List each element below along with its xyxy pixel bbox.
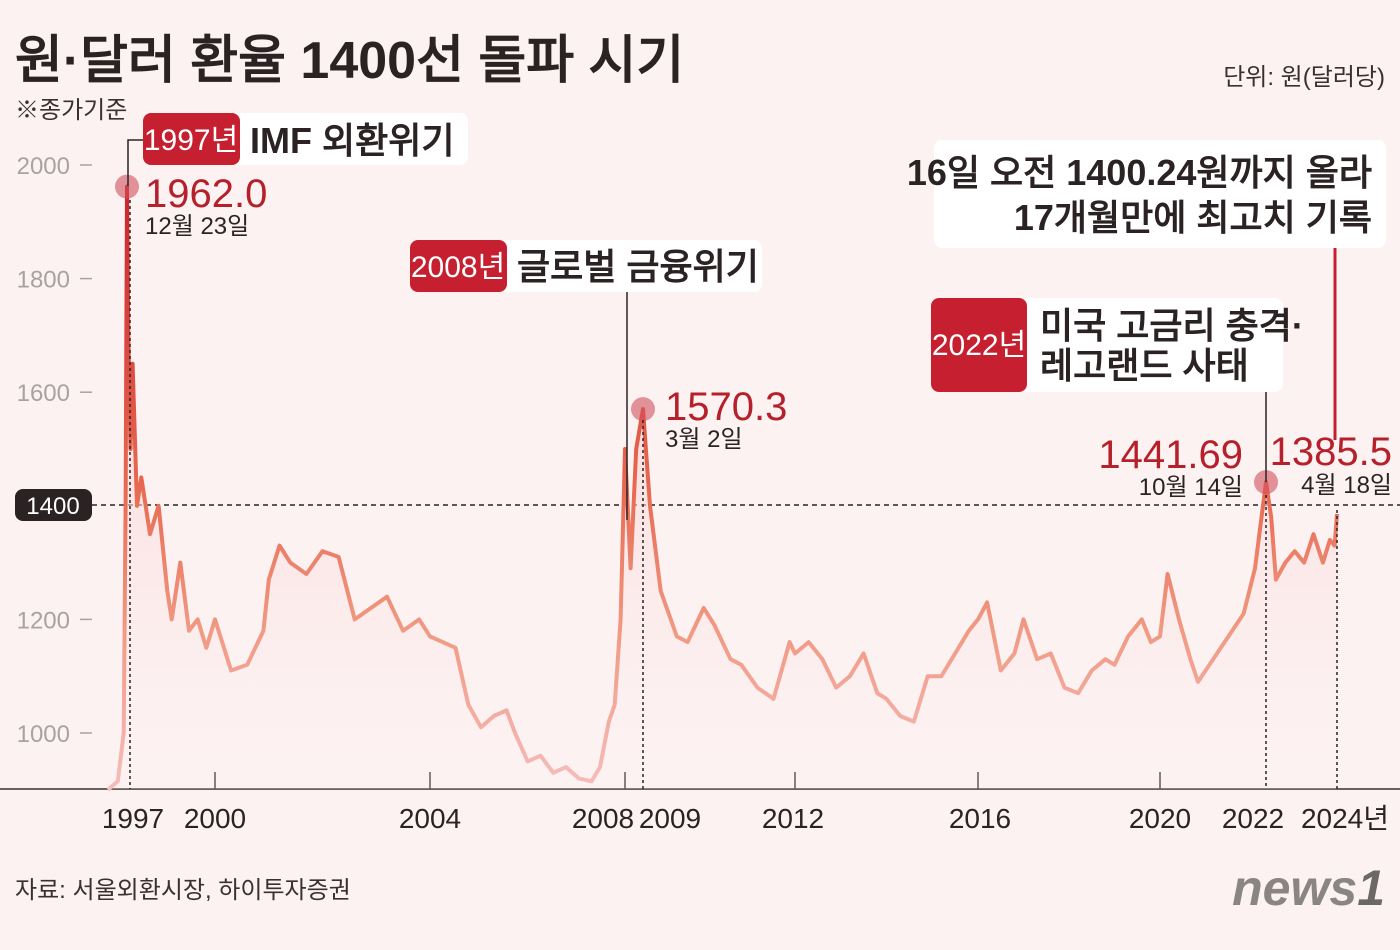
event-dotted-lines: [129, 200, 1338, 789]
gfc-peak-date: 3월 2일: [665, 426, 743, 453]
latest-note-line2: 17개월만에 최고치 기록: [1014, 197, 1372, 238]
x-tick-label: 2009: [639, 803, 701, 834]
threshold-label: 1400: [26, 493, 79, 520]
news1-logo: news1: [1232, 860, 1385, 916]
legoland-peak-value: 1441.69: [1098, 433, 1243, 477]
imf-peak-value: 1962.0: [145, 172, 267, 216]
chart-title: 원·달러 환율 1400선 돌파 시기: [15, 32, 684, 90]
imf-year: 1997년: [144, 124, 238, 157]
latest-note-box: [934, 140, 1386, 248]
legoland-year: 2022년: [932, 329, 1026, 362]
y-tick-label: 1800: [17, 267, 70, 294]
exchange-rate-line: [106, 184, 1339, 792]
x-tick-label: 2020: [1129, 803, 1191, 834]
x-tick-label: 2022: [1222, 803, 1284, 834]
x-axis: 1997 2000 2004 2008 2009 2012 2016 2020 2022 2024…: [102, 772, 1389, 834]
legoland-peak-date: 10월 14일: [1139, 474, 1243, 501]
closing-price-note: ※종가기준: [15, 97, 127, 124]
peak-marker-1: [631, 397, 655, 422]
latest-date: 4월 18일: [1301, 472, 1392, 499]
gfc-year-box: [410, 240, 507, 292]
x-tick-label: 2004: [399, 803, 461, 834]
imf-year-box: [143, 113, 240, 165]
x-tick-label: 2012: [762, 803, 824, 834]
y-axis: 2000 1800 1600 1200 1000: [17, 153, 92, 748]
y-tick-label: 1600: [17, 380, 70, 407]
latest-note-line1: 16일 오전 1400.24원까지 올라: [907, 152, 1372, 193]
peak-marker-2: [1254, 470, 1278, 495]
latest-value: 1385.5: [1270, 430, 1392, 474]
y-tick-label: 1000: [17, 721, 70, 748]
peak-marker-0: [115, 174, 139, 199]
x-tick-label: 2008: [572, 803, 634, 834]
threshold-label-box: [15, 489, 92, 521]
gfc-year: 2008년: [411, 251, 505, 284]
source-text: 자료: 서울외환시장, 하이투자증권: [15, 877, 351, 904]
x-tick-label: 1997: [102, 803, 164, 834]
imf-label: IMF 외환위기: [250, 120, 454, 161]
legoland-label-line2: 레고랜드 사태: [1040, 345, 1249, 386]
imf-leader-line: [127, 139, 143, 186]
y-tick-label: 2000: [17, 153, 70, 180]
gfc-label: 글로벌 금융위기: [517, 246, 759, 287]
y-tick-label: 1200: [17, 607, 70, 634]
imf-peak-date: 12월 23일: [145, 213, 249, 240]
legoland-label-line1: 미국 고금리 충격·: [1040, 305, 1304, 346]
x-tick-label: 2000: [184, 803, 246, 834]
gfc-peak-value: 1570.3: [665, 385, 787, 429]
unit-label: 단위: 원(달러당): [1223, 64, 1385, 91]
x-tick-label: 2024년: [1301, 803, 1389, 834]
x-tick-label: 2016: [949, 803, 1011, 834]
legoland-year-box: [931, 298, 1027, 392]
